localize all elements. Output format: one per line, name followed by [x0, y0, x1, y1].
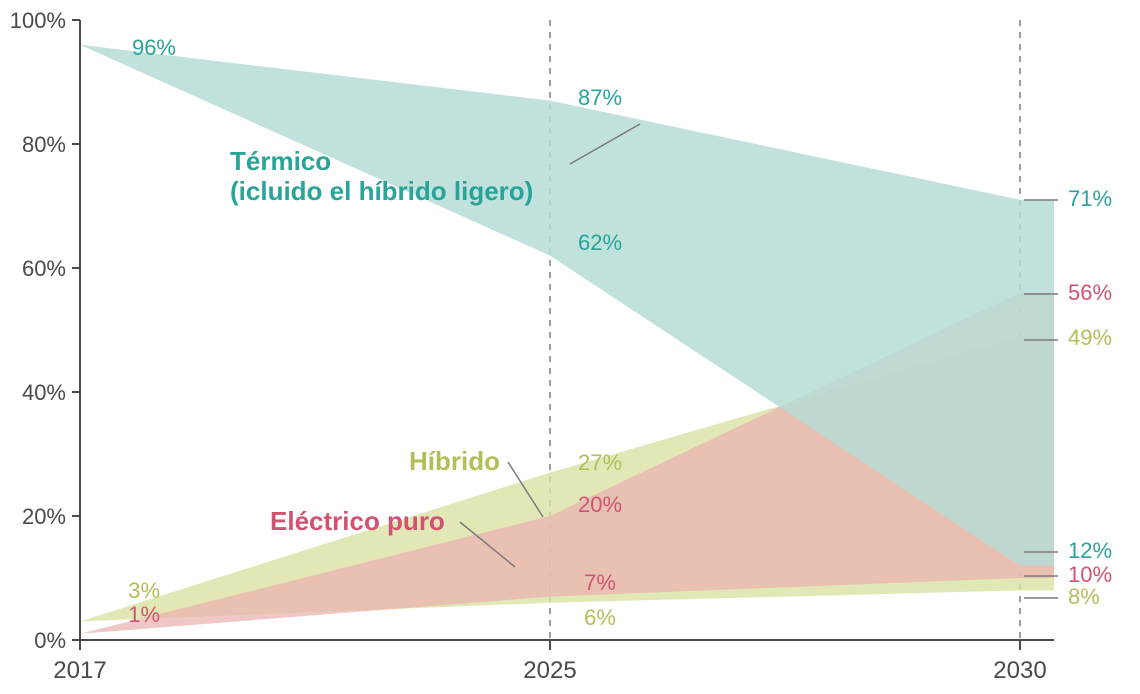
data-label: 56% [1068, 280, 1112, 305]
y-tick-label: 80% [22, 132, 66, 157]
data-label: 6% [584, 605, 616, 630]
series-subtitle-termico: (icluido el híbrido ligero) [230, 176, 533, 206]
series-title-hibrido: Híbrido [409, 446, 500, 476]
data-label: 96% [132, 35, 176, 60]
y-tick-label: 40% [22, 380, 66, 405]
series-title-electrico: Eléctrico puro [270, 506, 445, 536]
x-tick-label: 2030 [993, 657, 1046, 684]
data-label: 87% [578, 85, 622, 110]
x-tick-label: 2017 [53, 657, 106, 684]
y-tick-label: 20% [22, 504, 66, 529]
data-label: 71% [1068, 186, 1112, 211]
data-label: 62% [578, 230, 622, 255]
range-area-chart: 0% 20% 40% 60% 80% 100% 2017 2025 2030 96% 3%1% 87%… [0, 0, 1140, 694]
data-label: 49% [1068, 325, 1112, 350]
data-label: 12% [1068, 538, 1112, 563]
y-tick-label: 100% [10, 8, 66, 33]
data-label: 20% [578, 492, 622, 517]
data-label: 27% [578, 450, 622, 475]
chart-container: 0% 20% 40% 60% 80% 100% 2017 2025 2030 96% 3%1% 87%… [0, 0, 1140, 694]
series-title-termico: Térmico [230, 146, 331, 176]
data-label: 3% [128, 578, 160, 603]
data-label: 1% [128, 602, 160, 627]
x-tick-label: 2025 [523, 657, 576, 684]
data-label: 7% [584, 570, 616, 595]
y-tick-label: 0% [34, 628, 66, 653]
data-label: 8% [1068, 584, 1100, 609]
y-tick-label: 60% [22, 256, 66, 281]
